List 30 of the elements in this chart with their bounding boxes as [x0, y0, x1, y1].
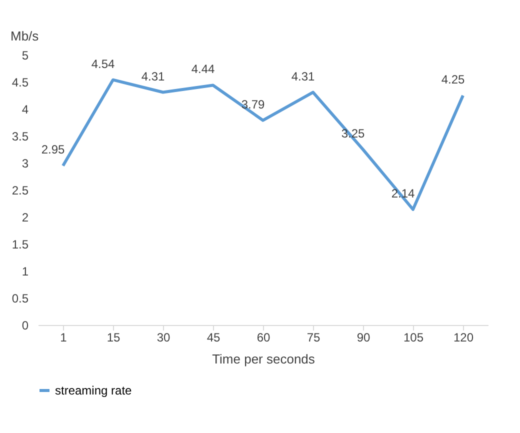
- y-tick-label: 2.5: [12, 184, 29, 198]
- data-label: 4.54: [91, 56, 115, 71]
- y-tick-label: 3.5: [12, 130, 29, 144]
- data-label: 4.44: [191, 62, 215, 76]
- y-tick-label: 5: [22, 48, 29, 62]
- data-label: 4.25: [441, 72, 465, 86]
- y-tick-label: 1: [22, 264, 29, 278]
- y-axis-title: Mb/s: [10, 28, 40, 44]
- x-tick-label: 45: [206, 330, 220, 344]
- x-tick-label: 15: [106, 330, 120, 344]
- y-tick-label: 4.5: [12, 76, 29, 90]
- y-tick-label: 4: [22, 102, 29, 116]
- x-tick-label: 1: [60, 330, 68, 344]
- y-tick-label: 0: [22, 318, 29, 332]
- x-axis-title: Time per seconds: [212, 352, 316, 366]
- y-tick-label: 3: [22, 156, 29, 170]
- data-label: 4.31: [141, 69, 165, 84]
- y-tick-label: 1.5: [12, 238, 29, 252]
- data-label: 2.95: [41, 142, 65, 157]
- data-label: 4.31: [291, 69, 315, 84]
- x-tick-label: 90: [356, 330, 370, 344]
- legend-label: streaming rate: [55, 384, 132, 398]
- x-tick-label: 75: [306, 330, 320, 344]
- y-tick-label: 0.5: [12, 292, 29, 306]
- x-tick-label: 120: [453, 330, 474, 344]
- x-tick-label: 60: [256, 330, 270, 344]
- data-label: 3.79: [241, 97, 265, 112]
- y-tick-label: 2: [22, 210, 29, 224]
- x-tick-label: 105: [403, 330, 424, 344]
- x-tick-label: 30: [156, 330, 170, 344]
